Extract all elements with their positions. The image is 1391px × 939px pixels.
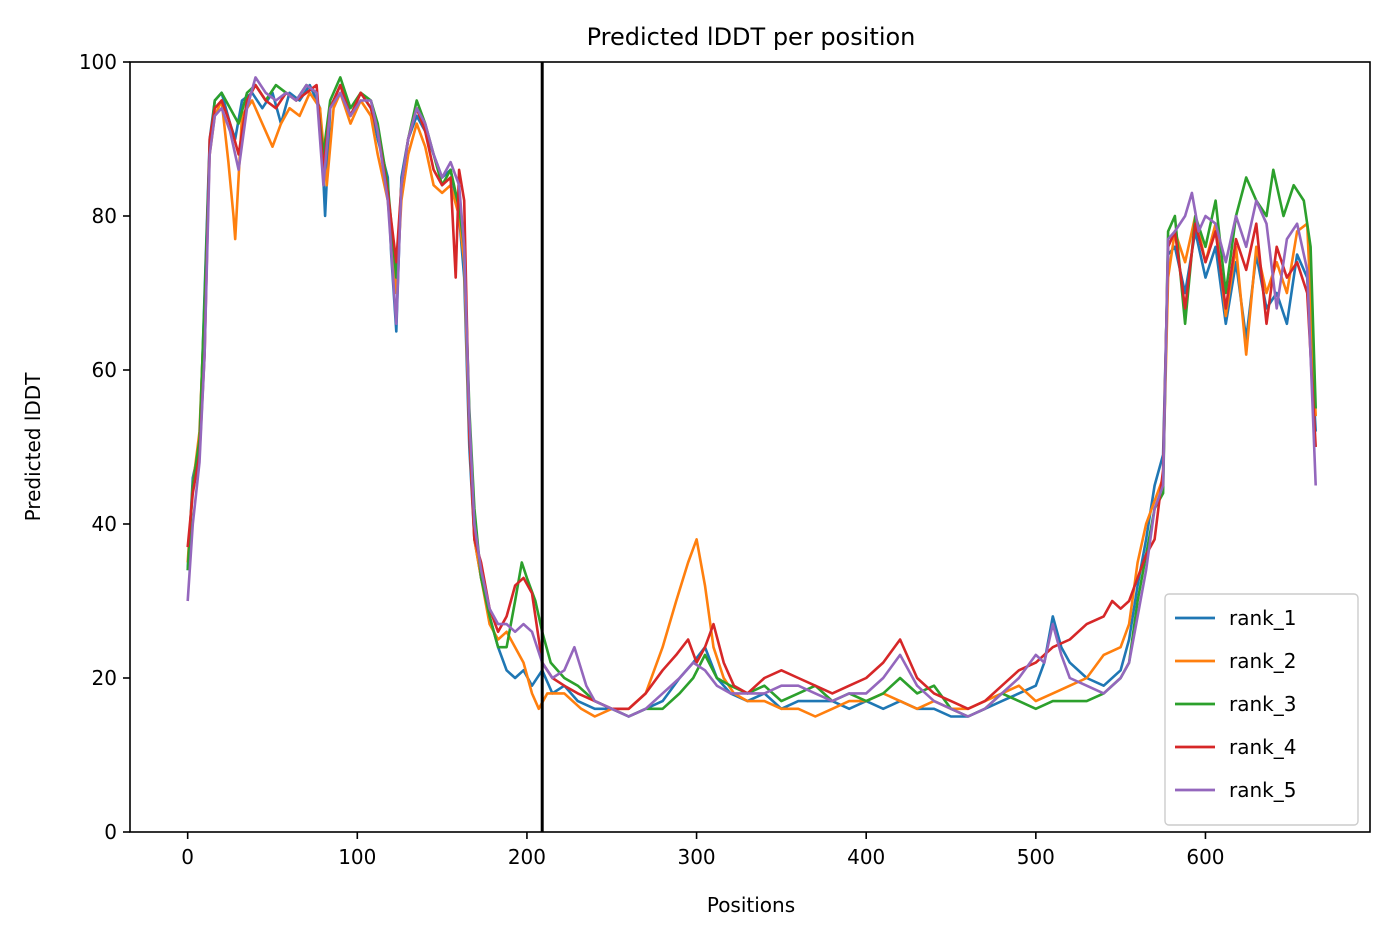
x-tick-label: 500: [1017, 845, 1055, 869]
legend-label-rank-2: rank_2: [1229, 649, 1296, 673]
x-tick-label: 0: [181, 845, 194, 869]
legend-label-rank-5: rank_5: [1229, 778, 1296, 802]
legend-label-rank-4: rank_4: [1229, 735, 1296, 759]
y-tick-label: 80: [92, 204, 117, 228]
y-axis-label: Predicted lDDT: [21, 372, 45, 522]
chart-title: Predicted lDDT per position: [587, 23, 916, 51]
y-tick-label: 20: [92, 666, 117, 690]
x-tick-label: 600: [1186, 845, 1224, 869]
y-axis-ticks: 0 20 40 60 80 100: [79, 50, 130, 844]
x-tick-label: 200: [508, 845, 546, 869]
series-line-rank-5: [186, 76, 1317, 718]
x-tick-label: 300: [677, 845, 715, 869]
series-lines: [186, 76, 1317, 718]
y-tick-label: 60: [92, 358, 117, 382]
legend-label-rank-1: rank_1: [1229, 606, 1296, 630]
legend: rank_1 rank_2 rank_3 rank_4 rank_5: [1164, 593, 1359, 826]
legend-box: [1164, 593, 1359, 826]
x-axis-label: Positions: [707, 893, 795, 917]
y-tick-label: 40: [92, 512, 117, 536]
x-tick-label: 100: [338, 845, 376, 869]
y-tick-label: 0: [104, 820, 117, 844]
x-axis-ticks: 0 100 200 300 400 500 600: [181, 832, 1225, 869]
plot-area: [129, 61, 1371, 833]
x-tick-label: 400: [847, 845, 885, 869]
plot-frame: [129, 61, 1371, 833]
y-tick-label: 100: [79, 50, 117, 74]
legend-label-rank-3: rank_3: [1229, 692, 1296, 716]
